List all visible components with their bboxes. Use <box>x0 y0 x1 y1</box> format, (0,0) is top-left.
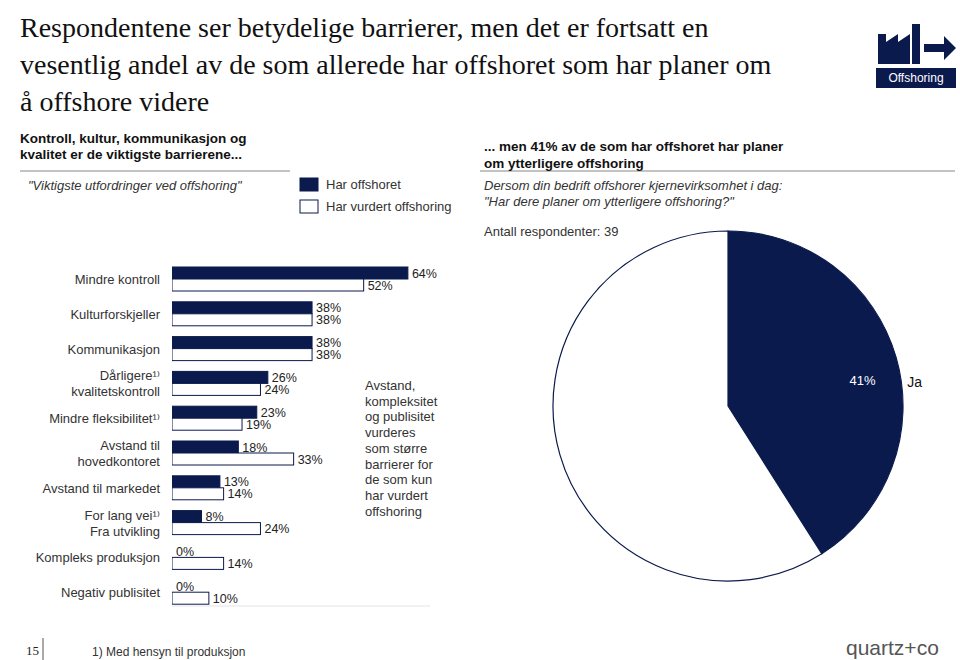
bar <box>172 337 312 349</box>
logo-icon <box>878 24 956 64</box>
chart-title: Kontroll, kultur, kommunikasjon og kvali… <box>20 131 247 163</box>
footnote: 1) Med hensyn til produksjon <box>92 645 245 659</box>
bar <box>172 488 224 500</box>
legend-swatch <box>300 200 318 213</box>
bar <box>172 279 364 291</box>
legend-label: Har vurdert offshoring <box>326 199 452 214</box>
logo-shape <box>912 24 920 64</box>
bar <box>172 545 173 557</box>
page-title: Respondentene ser betydelige barrierer, … <box>20 9 771 120</box>
data-label: 14% <box>228 557 253 571</box>
pie <box>553 231 903 581</box>
text-line: For lang vei¹⁾ <box>85 507 160 522</box>
bar <box>172 557 224 569</box>
data-label: 18% <box>242 441 267 455</box>
logo-shape <box>878 34 886 64</box>
data-label: 38% <box>316 313 341 327</box>
data-label: 8% <box>205 510 223 524</box>
bar <box>172 418 242 430</box>
bar <box>172 267 408 279</box>
header-rule <box>20 171 290 172</box>
page: Mindre kontroll 64% 52% Kulturforskjeller 38… <box>0 0 960 660</box>
bar <box>172 349 312 361</box>
data-label: 24% <box>264 522 289 536</box>
text-line: Fra utvikling <box>90 523 160 538</box>
data-label: 52% <box>368 279 393 293</box>
data-label: 64% <box>412 267 437 281</box>
category-label: Avstand tilhovedkontoret <box>78 438 161 469</box>
data-label: 38% <box>316 348 341 362</box>
text-line: Mindre kontroll <box>75 272 160 287</box>
page-number: 15 <box>26 643 39 659</box>
category-label: Mindre fleksibilitet¹⁾ <box>49 411 160 426</box>
legend-swatch <box>300 178 318 191</box>
text-line: Kompleks produksjon <box>36 550 160 565</box>
bar <box>172 302 312 314</box>
data-label: 41% <box>849 373 875 388</box>
category-label: Mindre kontroll <box>75 272 160 287</box>
legend-label: Har offshoret <box>326 177 401 192</box>
bar <box>172 371 268 383</box>
bar <box>172 592 209 604</box>
logo-text: Offshoring <box>876 68 956 88</box>
text-line: Kulturforskjeller <box>70 306 160 321</box>
category-label: Negativ publisitet <box>61 585 160 600</box>
text-line: Mindre fleksibilitet¹⁾ <box>49 411 160 426</box>
pie-labels: 41% Ja <box>849 373 922 390</box>
text-line: Dårligere¹⁾ <box>100 368 160 383</box>
chart-subtitle: Dersom din bedrift offshorer kjernevirks… <box>484 178 782 210</box>
labels: Mindre kontroll 64% 52% Kulturforskjeller 38… <box>36 267 437 606</box>
logo-shape <box>886 34 910 64</box>
annotation: Antall respondenter: 39 <box>484 224 618 239</box>
category-label: Kommunikasjon <box>68 341 161 356</box>
category-label: Kompleks produksjon <box>36 550 160 565</box>
category-label: Ja <box>907 374 922 390</box>
bar <box>172 406 257 418</box>
bar <box>172 523 260 535</box>
data-label: 0% <box>176 545 194 559</box>
data-label: 10% <box>213 592 238 606</box>
category-label: Kulturforskjeller <box>70 306 160 321</box>
bar <box>172 580 173 592</box>
bar <box>172 441 238 453</box>
bar <box>172 383 260 395</box>
text-line: kvalitetskontroll <box>71 384 160 399</box>
category-label: Avstand til markedet <box>42 480 160 495</box>
category-label: Dårligere¹⁾kvalitetskontroll <box>71 368 160 399</box>
data-label: 33% <box>298 453 323 467</box>
bar <box>172 511 201 523</box>
pie-slice <box>553 231 822 581</box>
data-label: 24% <box>264 383 289 397</box>
bar <box>172 476 220 488</box>
logo-shape <box>924 36 956 60</box>
data-label: 19% <box>246 418 271 432</box>
footer-rule <box>43 638 44 660</box>
text-line: Kommunikasjon <box>68 341 161 356</box>
text-line: hovedkontoret <box>78 454 161 469</box>
bar <box>172 314 312 326</box>
annotation: Avstand, kompleksitet og publisitet vurd… <box>365 378 437 519</box>
category-label: For lang vei¹⁾Fra utvikling <box>85 507 160 538</box>
chart-subtitle: "Viktigste utfordringer ved offshoring" <box>28 178 242 193</box>
text-line: Avstand til <box>100 438 160 453</box>
data-label: 0% <box>176 580 194 594</box>
brand: quartz+co <box>846 636 939 660</box>
x-axis <box>172 606 430 607</box>
chart-title: ... men 41% av de som har offshoret har … <box>484 138 783 172</box>
text-line: Negativ publisitet <box>61 585 160 600</box>
bar <box>172 453 294 465</box>
data-label: 14% <box>228 487 253 501</box>
text-line: Avstand til markedet <box>42 480 160 495</box>
